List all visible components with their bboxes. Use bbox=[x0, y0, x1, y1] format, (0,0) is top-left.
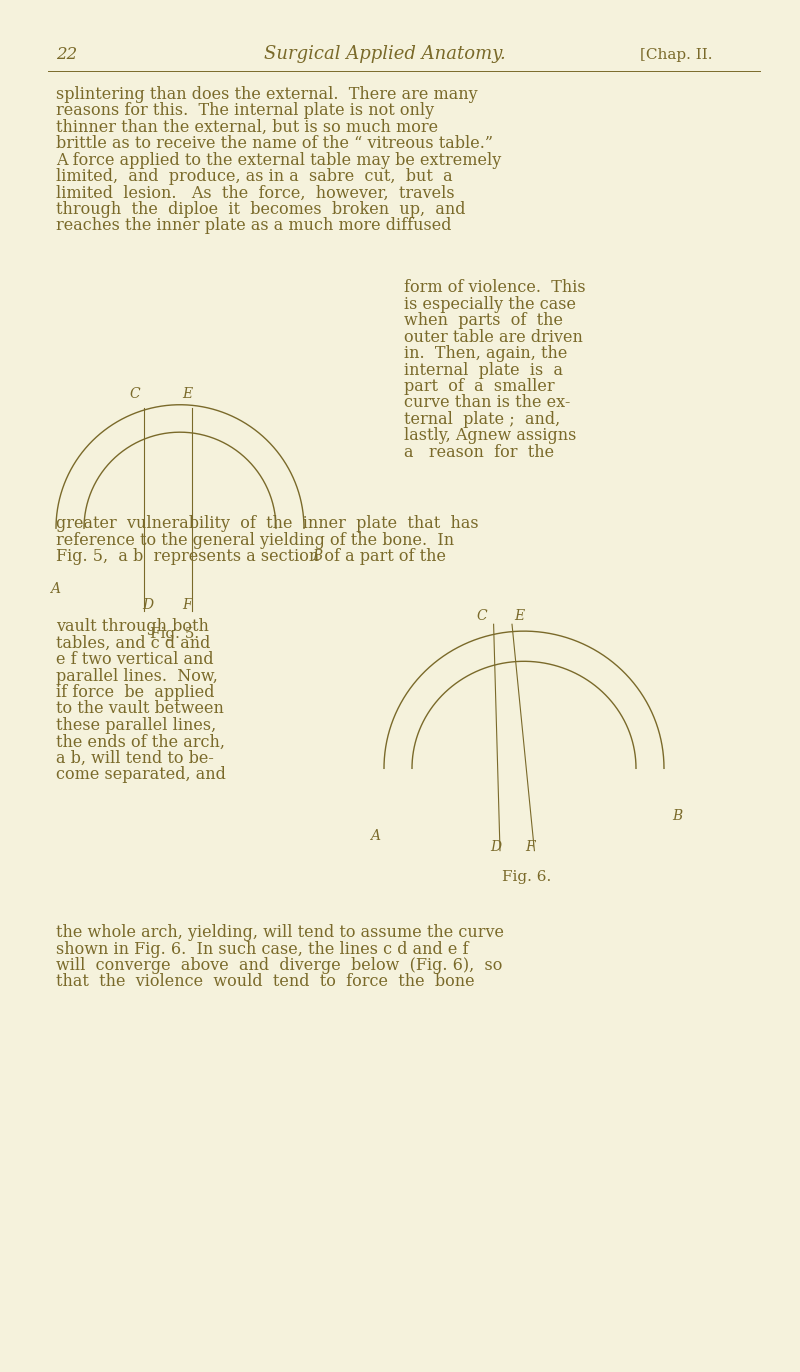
Text: A force applied to the external table may be extremely: A force applied to the external table ma… bbox=[56, 152, 502, 169]
Text: F: F bbox=[526, 840, 535, 853]
Text: the whole arch, yielding, will tend to assume the curve: the whole arch, yielding, will tend to a… bbox=[56, 925, 504, 941]
Text: curve than is the ex-: curve than is the ex- bbox=[404, 395, 570, 412]
Text: Fig. 6.: Fig. 6. bbox=[502, 870, 552, 884]
Text: reference to the general yielding of the bone.  In: reference to the general yielding of the… bbox=[56, 532, 454, 549]
Text: in.  Then, again, the: in. Then, again, the bbox=[404, 346, 567, 362]
Text: Fig. 5.: Fig. 5. bbox=[150, 627, 199, 641]
Text: E: E bbox=[514, 609, 525, 623]
Text: is especially the case: is especially the case bbox=[404, 296, 576, 313]
Text: thinner than the external, but is so much more: thinner than the external, but is so muc… bbox=[56, 119, 438, 136]
Text: if force  be  applied: if force be applied bbox=[56, 685, 214, 701]
Text: a   reason  for  the: a reason for the bbox=[404, 445, 554, 461]
Text: reasons for this.  The internal plate is not only: reasons for this. The internal plate is … bbox=[56, 103, 434, 119]
Text: greater  vulnerability  of  the  inner  plate  that  has: greater vulnerability of the inner plate… bbox=[56, 516, 478, 532]
Text: when  parts  of  the: when parts of the bbox=[404, 313, 563, 329]
Text: come separated, and: come separated, and bbox=[56, 767, 226, 783]
Text: parallel lines.  Now,: parallel lines. Now, bbox=[56, 668, 218, 685]
Text: Surgical Applied Anatomy.: Surgical Applied Anatomy. bbox=[264, 45, 506, 63]
Text: C: C bbox=[477, 609, 487, 623]
Text: C: C bbox=[130, 387, 140, 401]
Text: limited,  and  produce, as in a  sabre  cut,  but  a: limited, and produce, as in a sabre cut,… bbox=[56, 169, 453, 185]
Text: brittle as to receive the name of the “ vitreous table.”: brittle as to receive the name of the “ … bbox=[56, 136, 493, 152]
Text: splintering than does the external.  There are many: splintering than does the external. Ther… bbox=[56, 86, 478, 103]
Text: e f two vertical and: e f two vertical and bbox=[56, 652, 214, 668]
Text: form of violence.  This: form of violence. This bbox=[404, 280, 586, 296]
Text: limited  lesion.   As  the  force,  however,  travels: limited lesion. As the force, however, t… bbox=[56, 185, 454, 202]
Text: through  the  diploe  it  becomes  broken  up,  and: through the diploe it becomes broken up,… bbox=[56, 202, 466, 218]
Text: part  of  a  smaller: part of a smaller bbox=[404, 379, 554, 395]
Text: [Chap. II.: [Chap. II. bbox=[640, 48, 713, 62]
Text: E: E bbox=[182, 387, 193, 401]
Text: ternal  plate ;  and,: ternal plate ; and, bbox=[404, 412, 560, 428]
Text: F: F bbox=[182, 598, 192, 612]
Text: Fig. 5,  a b  represents a section of a part of the: Fig. 5, a b represents a section of a pa… bbox=[56, 549, 446, 565]
Text: 22: 22 bbox=[56, 47, 78, 63]
Text: a b, will tend to be-: a b, will tend to be- bbox=[56, 750, 214, 767]
Text: B: B bbox=[312, 549, 322, 563]
Text: will  converge  above  and  diverge  below  (Fig. 6),  so: will converge above and diverge below (F… bbox=[56, 958, 502, 974]
Text: D: D bbox=[142, 598, 154, 612]
Text: D: D bbox=[490, 840, 502, 853]
Text: vault through both: vault through both bbox=[56, 619, 209, 635]
Text: tables, and c d and: tables, and c d and bbox=[56, 635, 210, 652]
Text: the ends of the arch,: the ends of the arch, bbox=[56, 734, 225, 750]
Text: these parallel lines,: these parallel lines, bbox=[56, 718, 216, 734]
Text: A: A bbox=[50, 582, 59, 595]
Text: to the vault between: to the vault between bbox=[56, 701, 224, 718]
Text: reaches the inner plate as a much more diffused: reaches the inner plate as a much more d… bbox=[56, 218, 451, 235]
Text: B: B bbox=[672, 809, 682, 823]
Text: outer table are driven: outer table are driven bbox=[404, 329, 583, 346]
Text: lastly, Agnew assigns: lastly, Agnew assigns bbox=[404, 428, 576, 445]
Text: shown in Fig. 6.  In such case, the lines c d and e f: shown in Fig. 6. In such case, the lines… bbox=[56, 941, 469, 958]
Text: internal  plate  is  a: internal plate is a bbox=[404, 362, 563, 379]
Text: A: A bbox=[370, 829, 380, 842]
Text: that  the  violence  would  tend  to  force  the  bone: that the violence would tend to force th… bbox=[56, 974, 474, 991]
